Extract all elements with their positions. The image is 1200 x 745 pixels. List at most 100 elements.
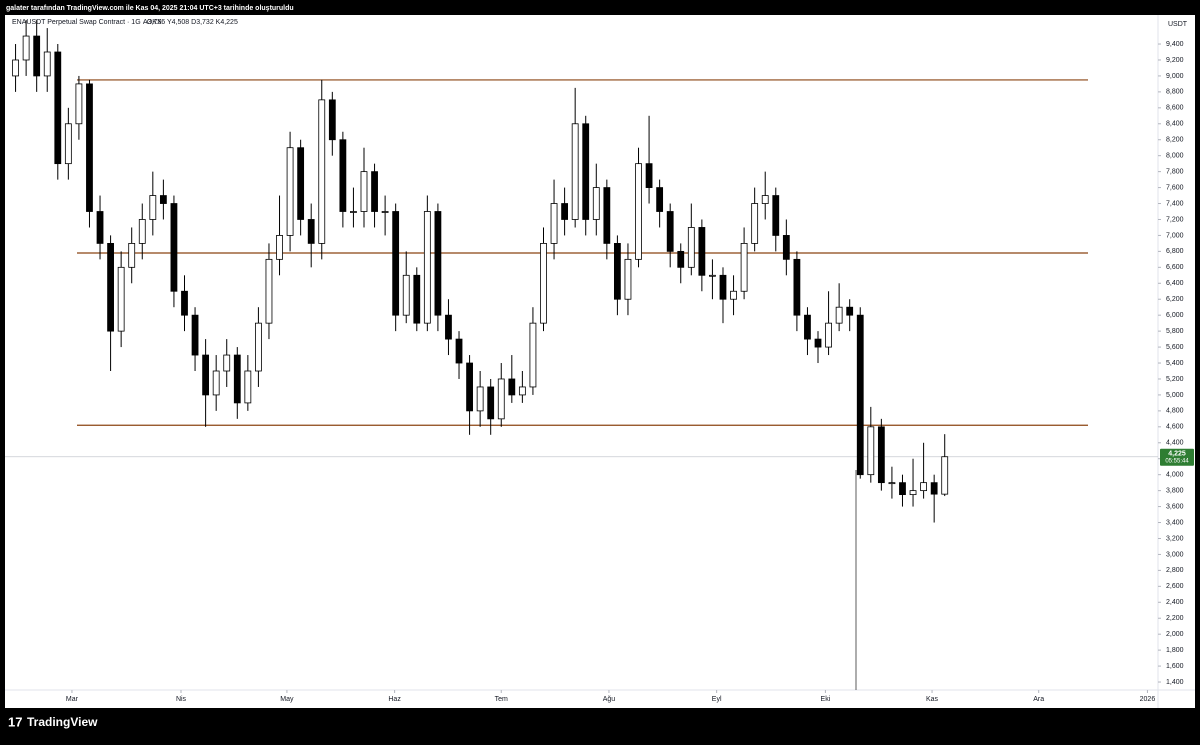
candle-body (64, 123, 72, 165)
legend-ohlc: A3,756 Y4,508 D3,732 K4,225 (143, 19, 238, 26)
candle-body (656, 187, 664, 212)
candle-body (645, 163, 653, 188)
y-tick-label: 8,400 (1166, 121, 1184, 128)
candle-body (423, 211, 431, 324)
y-tick-label: 7,200 (1166, 216, 1184, 223)
y-axis-label: USDT (1168, 21, 1188, 28)
candle-body (835, 306, 843, 324)
x-tick-label: Ara (1033, 696, 1044, 703)
candle-body (149, 195, 157, 220)
candle-body (487, 386, 495, 420)
y-tick-label: 3,800 (1166, 487, 1184, 494)
y-tick-label: 7,600 (1166, 184, 1184, 191)
candle-body (592, 187, 600, 220)
candle-body (603, 187, 611, 244)
y-tick-label: 6,800 (1166, 248, 1184, 255)
candle-body (455, 338, 463, 364)
candle-body (191, 314, 199, 356)
legend-title: ENAUSDT Perpetual Swap Contract · 1G · O… (12, 19, 162, 26)
candle-body (328, 99, 336, 141)
candle-body (772, 195, 780, 236)
candle-body (846, 306, 854, 316)
candle-body (466, 362, 473, 412)
candle-body (899, 482, 906, 496)
countdown: 05:55:44 (1165, 458, 1189, 464)
y-tick-label: 7,800 (1166, 168, 1184, 175)
candle-body (96, 211, 104, 244)
candle-body (307, 219, 315, 244)
y-tick-label: 1,400 (1166, 679, 1184, 686)
y-tick-label: 1,600 (1166, 663, 1184, 670)
candle-body (434, 211, 442, 316)
y-tick-label: 6,200 (1166, 296, 1184, 303)
y-tick-label: 2,000 (1166, 631, 1184, 638)
candle-body (33, 35, 41, 77)
y-tick-label: 6,000 (1166, 312, 1184, 319)
x-tick-label: Mar (66, 696, 79, 703)
candle-body (930, 482, 938, 495)
candle-body (117, 266, 125, 332)
candle-body (12, 59, 19, 77)
brand-name: TradingView (27, 715, 98, 729)
candle-body (128, 243, 136, 268)
y-tick-label: 8,200 (1166, 137, 1184, 144)
candle-body (54, 51, 62, 165)
x-tick-label: Ağu (603, 696, 616, 703)
y-tick-label: 6,400 (1166, 280, 1184, 287)
candle-body (159, 195, 167, 204)
y-tick-label: 5,000 (1166, 392, 1184, 399)
candle-body (244, 370, 252, 404)
last-price-box (1160, 448, 1194, 466)
y-tick-label: 2,400 (1166, 599, 1184, 606)
candle-body (698, 227, 706, 276)
candle-body (909, 490, 917, 496)
x-tick-label: May (280, 696, 294, 703)
candle-body (318, 99, 326, 244)
candle-body (138, 219, 146, 244)
candle-body (413, 274, 421, 324)
candle-body (751, 203, 759, 244)
y-tick-label: 4,800 (1166, 408, 1184, 415)
y-tick-label: 2,800 (1166, 567, 1184, 574)
y-tick-label: 7,000 (1166, 232, 1184, 239)
y-tick-label: 8,800 (1166, 89, 1184, 96)
candle-body (212, 370, 220, 396)
candle-body (497, 378, 505, 420)
x-tick-label: 2026 (1140, 696, 1156, 703)
y-tick-label: 2,600 (1166, 583, 1184, 590)
candle-body (170, 203, 178, 292)
candle-body (286, 147, 294, 236)
candle-body (508, 378, 516, 396)
x-tick-label: Eki (821, 696, 831, 703)
y-tick-label: 5,200 (1166, 376, 1184, 383)
y-tick-label: 6,600 (1166, 264, 1184, 271)
candle-body (740, 243, 748, 292)
y-tick-label: 4,000 (1166, 472, 1184, 479)
candle-body (624, 258, 632, 300)
candle-body (666, 211, 674, 252)
last-price-label: 4,225 (1168, 451, 1186, 458)
panel (5, 15, 1195, 708)
candle-body (793, 258, 801, 316)
candle-body (719, 274, 727, 300)
y-tick-label: 7,400 (1166, 200, 1184, 207)
candle-body (877, 426, 885, 484)
y-tick-label: 4,400 (1166, 440, 1184, 447)
y-tick-label: 5,600 (1166, 344, 1184, 351)
brand-logo: 17 (8, 714, 22, 729)
candle-body (339, 139, 347, 212)
candle-body (867, 426, 875, 476)
candle-body (276, 235, 283, 260)
candle-body (540, 243, 547, 324)
candle-body (360, 171, 368, 212)
candle-body (476, 386, 484, 412)
candle-body (804, 314, 811, 340)
x-tick-label: Haz (388, 696, 401, 703)
y-tick-label: 8,600 (1166, 105, 1184, 112)
candle-body (920, 482, 927, 492)
candle-body (265, 258, 273, 324)
candle-body (22, 35, 30, 61)
candle-body (814, 338, 822, 348)
candle-body (75, 83, 83, 125)
